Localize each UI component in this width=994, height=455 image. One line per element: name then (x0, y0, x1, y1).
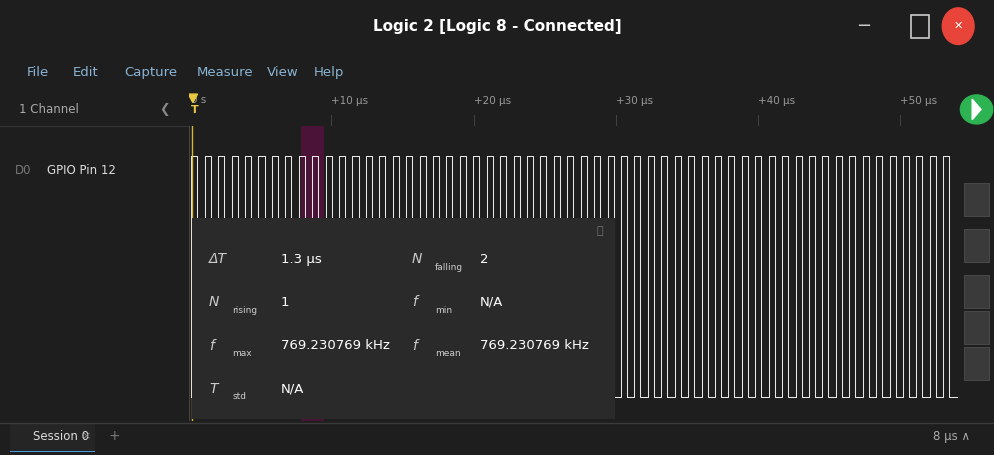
Text: GPIO Pin 12: GPIO Pin 12 (48, 164, 116, 177)
Bar (10, 450, 94, 452)
Text: std: std (232, 392, 246, 401)
Bar (963, 183, 988, 216)
Text: N/A: N/A (479, 296, 502, 309)
Text: Logic 2 [Logic 8 - Connected]: Logic 2 [Logic 8 - Connected] (373, 19, 621, 34)
Text: ×: × (82, 431, 91, 441)
Text: ✕: ✕ (952, 21, 962, 31)
Bar (963, 275, 988, 308)
Text: min: min (434, 306, 452, 315)
Text: 1.3 μs: 1.3 μs (280, 253, 321, 266)
Bar (300, 126, 323, 421)
Ellipse shape (941, 8, 973, 45)
Polygon shape (188, 94, 198, 102)
Text: N: N (209, 295, 219, 309)
Text: 0 s: 0 s (191, 95, 206, 105)
Text: +40 μs: +40 μs (757, 96, 794, 106)
Text: D0: D0 (15, 164, 32, 177)
Text: +50 μs: +50 μs (900, 96, 936, 106)
Text: 769.230769 kHz: 769.230769 kHz (280, 339, 390, 352)
Text: N: N (412, 253, 421, 267)
Polygon shape (971, 99, 980, 120)
Text: View: View (266, 66, 298, 79)
Bar (911, 15, 928, 38)
Bar (10, 424, 94, 451)
Text: Edit: Edit (73, 66, 98, 79)
Bar (963, 347, 988, 380)
Text: File: File (27, 66, 49, 79)
Text: ❮: ❮ (159, 103, 170, 116)
Text: +20 μs: +20 μs (473, 96, 510, 106)
Text: 1 Channel: 1 Channel (19, 103, 79, 116)
Text: +: + (108, 429, 120, 443)
Text: N/A: N/A (280, 382, 304, 395)
Text: Session 0: Session 0 (33, 430, 88, 443)
Text: T: T (209, 382, 218, 395)
Text: ΔT: ΔT (209, 253, 227, 267)
Text: Measure: Measure (197, 66, 253, 79)
FancyBboxPatch shape (188, 217, 617, 420)
Text: Capture: Capture (124, 66, 177, 79)
Text: falling: falling (434, 263, 463, 272)
Ellipse shape (959, 95, 992, 124)
Text: 8 μs ∧: 8 μs ∧ (932, 430, 969, 443)
Text: 1: 1 (280, 296, 289, 309)
Text: Help: Help (313, 66, 344, 79)
Text: f: f (209, 339, 214, 353)
Text: mean: mean (434, 349, 460, 358)
Text: 769.230769 kHz: 769.230769 kHz (479, 339, 587, 352)
Bar (963, 311, 988, 344)
Text: +10 μs: +10 μs (331, 96, 368, 106)
Bar (963, 229, 988, 262)
Text: ⧉: ⧉ (596, 227, 602, 237)
Text: +30 μs: +30 μs (615, 96, 652, 106)
Text: T: T (191, 105, 198, 115)
Text: f: f (412, 295, 416, 309)
Text: f: f (412, 339, 416, 353)
Text: rising: rising (232, 306, 257, 315)
Text: −: − (855, 17, 871, 35)
Text: max: max (232, 349, 251, 358)
Text: 2: 2 (479, 253, 488, 266)
